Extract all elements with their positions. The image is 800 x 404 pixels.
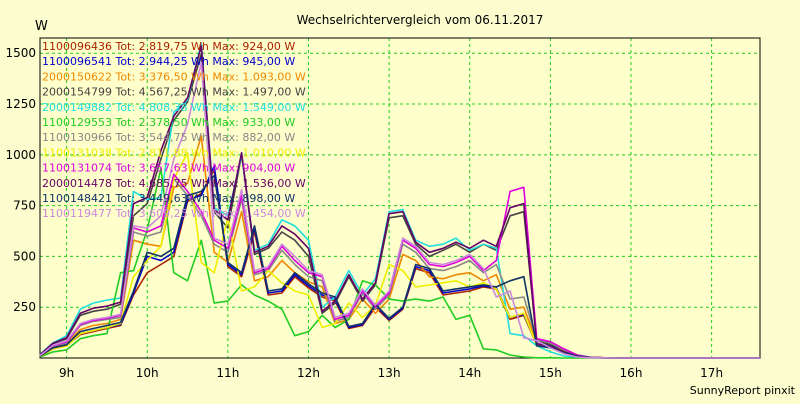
x-tick-label: 10h bbox=[136, 366, 159, 380]
legend-entry-2000150622: 2000150622 Tot: 3.376,50 Wh Max: 1.093,0… bbox=[42, 70, 306, 83]
legend-entry-2000014478: 2000014478 Tot: 4.685,75 Wh Max: 1.536,0… bbox=[42, 177, 306, 190]
chart-title: Wechselrichtervergleich vom 06.11.2017 bbox=[297, 13, 544, 27]
x-tick-label: 12h bbox=[297, 366, 320, 380]
x-tick-label: 15h bbox=[539, 366, 562, 380]
legend-entry-1100096541: 1100096541 Tot: 2.944,25 Wh Max: 945,00 … bbox=[42, 55, 295, 68]
legend-entry-1100096436: 1100096436 Tot: 2.819,75 Wh Max: 924,00 … bbox=[42, 40, 295, 53]
plot-frame bbox=[39, 37, 761, 359]
y-tick-label: 500 bbox=[13, 249, 36, 263]
x-tick-label: 16h bbox=[620, 366, 643, 380]
y-tick-label: 1500 bbox=[5, 46, 36, 60]
legend-entry-1100129553: 1100129553 Tot: 2.378,50 Wh Max: 933,00 … bbox=[42, 116, 295, 129]
y-axis-unit: W bbox=[35, 19, 48, 34]
legend-entry-1100131074: 1100131074 Tot: 3.657,63 Wh Max: 904,00 … bbox=[42, 162, 295, 175]
x-tick-label: 14h bbox=[458, 366, 481, 380]
y-tick-label: 250 bbox=[13, 300, 36, 314]
legend-entry-2000149882: 2000149882 Tot: 4.808,38 Wh Max: 1.549,0… bbox=[42, 101, 306, 114]
x-tick-label: 13h bbox=[378, 366, 401, 380]
footer-credit: SunnyReport pinxit bbox=[690, 384, 796, 397]
series-line-1100119477 bbox=[39, 61, 760, 359]
x-tick-label: 17h bbox=[700, 366, 723, 380]
legend-entry-2000154799: 2000154799 Tot: 4.567,25 Wh Max: 1.497,0… bbox=[42, 86, 306, 99]
y-tick-label: 1000 bbox=[5, 148, 36, 162]
y-tick-label: 750 bbox=[13, 199, 36, 213]
legend-entry-1100131038: 1100131038 Tot: 2.811,88 Wh Max: 1.010,0… bbox=[42, 146, 306, 159]
plot-area: 250 500 750 1000 1250 1500 9h 10h 11h 12h 13h 14h 15… bbox=[5, 37, 761, 380]
legend-entry-1100130966: 1100130966 Tot: 3.544,75 Wh Max: 882,00 … bbox=[42, 131, 295, 144]
y-tick-label: 1250 bbox=[5, 97, 36, 111]
x-tick-label: 11h bbox=[216, 366, 239, 380]
legend-entry-1100119477: 1100119477 Tot: 3.609,25 Wh Max: 1.454,0… bbox=[42, 207, 306, 220]
legend-entry-1100148421: 1100148421 Tot: 3.449,63 Wh Max: 898,00 … bbox=[42, 192, 295, 205]
x-tick-label: 9h bbox=[59, 366, 74, 380]
